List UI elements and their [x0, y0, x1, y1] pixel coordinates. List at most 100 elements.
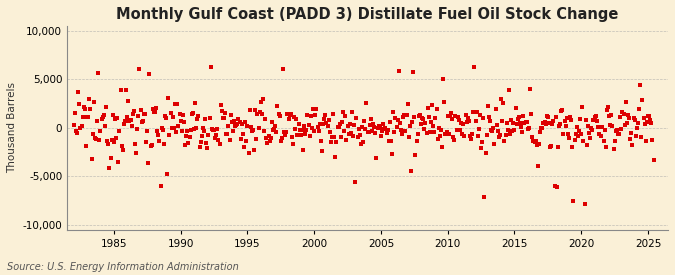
Point	[630, 134, 641, 138]
Point	[489, 142, 500, 147]
Point	[608, 146, 619, 151]
Point	[358, 140, 369, 144]
Point	[75, 126, 86, 131]
Point	[152, 128, 163, 133]
Point	[593, 125, 603, 130]
Point	[481, 133, 492, 138]
Point	[470, 119, 481, 123]
Point	[468, 109, 479, 114]
Point	[397, 132, 408, 136]
Point	[564, 135, 574, 140]
Point	[109, 117, 120, 122]
Point	[172, 101, 183, 106]
Point	[516, 125, 526, 129]
Point	[420, 120, 431, 125]
Point	[323, 117, 334, 122]
Point	[310, 113, 321, 118]
Point	[128, 109, 139, 113]
Title: Monthly Gulf Coast (PADD 3) Distillate Fuel Oil Stock Change: Monthly Gulf Coast (PADD 3) Distillate F…	[116, 7, 619, 22]
Point	[457, 131, 468, 136]
Point	[201, 141, 212, 145]
Text: Source: U.S. Energy Information Administration: Source: U.S. Energy Information Administ…	[7, 262, 238, 272]
Point	[402, 102, 413, 106]
Point	[589, 114, 600, 119]
Point	[256, 112, 267, 116]
Point	[157, 126, 167, 130]
Point	[598, 138, 609, 143]
Point	[540, 121, 551, 126]
Point	[624, 116, 634, 120]
Point	[262, 141, 273, 146]
Point	[634, 106, 645, 111]
Point	[146, 143, 157, 147]
Point	[416, 122, 427, 126]
Point	[370, 131, 381, 135]
Point	[616, 127, 626, 131]
Point	[260, 117, 271, 121]
Point	[407, 120, 418, 125]
Point	[254, 109, 265, 114]
Point	[458, 122, 468, 126]
Point	[399, 113, 410, 117]
Point	[344, 122, 355, 127]
Point	[286, 112, 296, 117]
Point	[173, 124, 184, 128]
Point	[294, 128, 305, 133]
Point	[493, 134, 504, 139]
Point	[610, 128, 621, 133]
Point	[161, 116, 171, 121]
Point	[231, 123, 242, 127]
Point	[641, 139, 651, 144]
Point	[215, 103, 226, 108]
Point	[227, 129, 238, 133]
Point	[186, 111, 197, 116]
Point	[291, 117, 302, 121]
Point	[538, 120, 549, 125]
Point	[198, 126, 209, 131]
Point	[325, 140, 336, 144]
Point	[140, 112, 151, 116]
Point	[207, 127, 217, 132]
Point	[479, 195, 490, 199]
Point	[603, 104, 614, 109]
Point	[221, 131, 232, 136]
Point	[304, 134, 315, 138]
Point	[647, 137, 658, 142]
Point	[272, 103, 283, 108]
Point	[320, 113, 331, 117]
Point	[204, 116, 215, 120]
Point	[315, 122, 325, 126]
Point	[412, 132, 423, 136]
Point	[551, 185, 562, 189]
Point	[107, 113, 118, 117]
Point	[82, 115, 92, 119]
Point	[334, 122, 345, 126]
Point	[632, 125, 643, 130]
Point	[174, 112, 185, 117]
Point	[504, 88, 514, 92]
Point	[94, 138, 105, 143]
Point	[240, 120, 250, 125]
Point	[437, 145, 448, 149]
Point	[533, 141, 544, 146]
Point	[352, 134, 363, 139]
Point	[459, 134, 470, 138]
Point	[179, 120, 190, 124]
Point	[512, 117, 523, 122]
Point	[432, 137, 443, 141]
Point	[637, 98, 648, 102]
Point	[242, 124, 253, 129]
Point	[119, 122, 130, 127]
Point	[362, 130, 373, 134]
Point	[232, 122, 243, 127]
Point	[394, 68, 404, 73]
Point	[433, 126, 444, 130]
Point	[308, 129, 319, 134]
Point	[645, 118, 655, 122]
Point	[448, 135, 459, 140]
Point	[567, 145, 578, 149]
Point	[209, 127, 219, 132]
Point	[167, 115, 178, 119]
Point	[211, 133, 221, 138]
Point	[446, 111, 456, 116]
